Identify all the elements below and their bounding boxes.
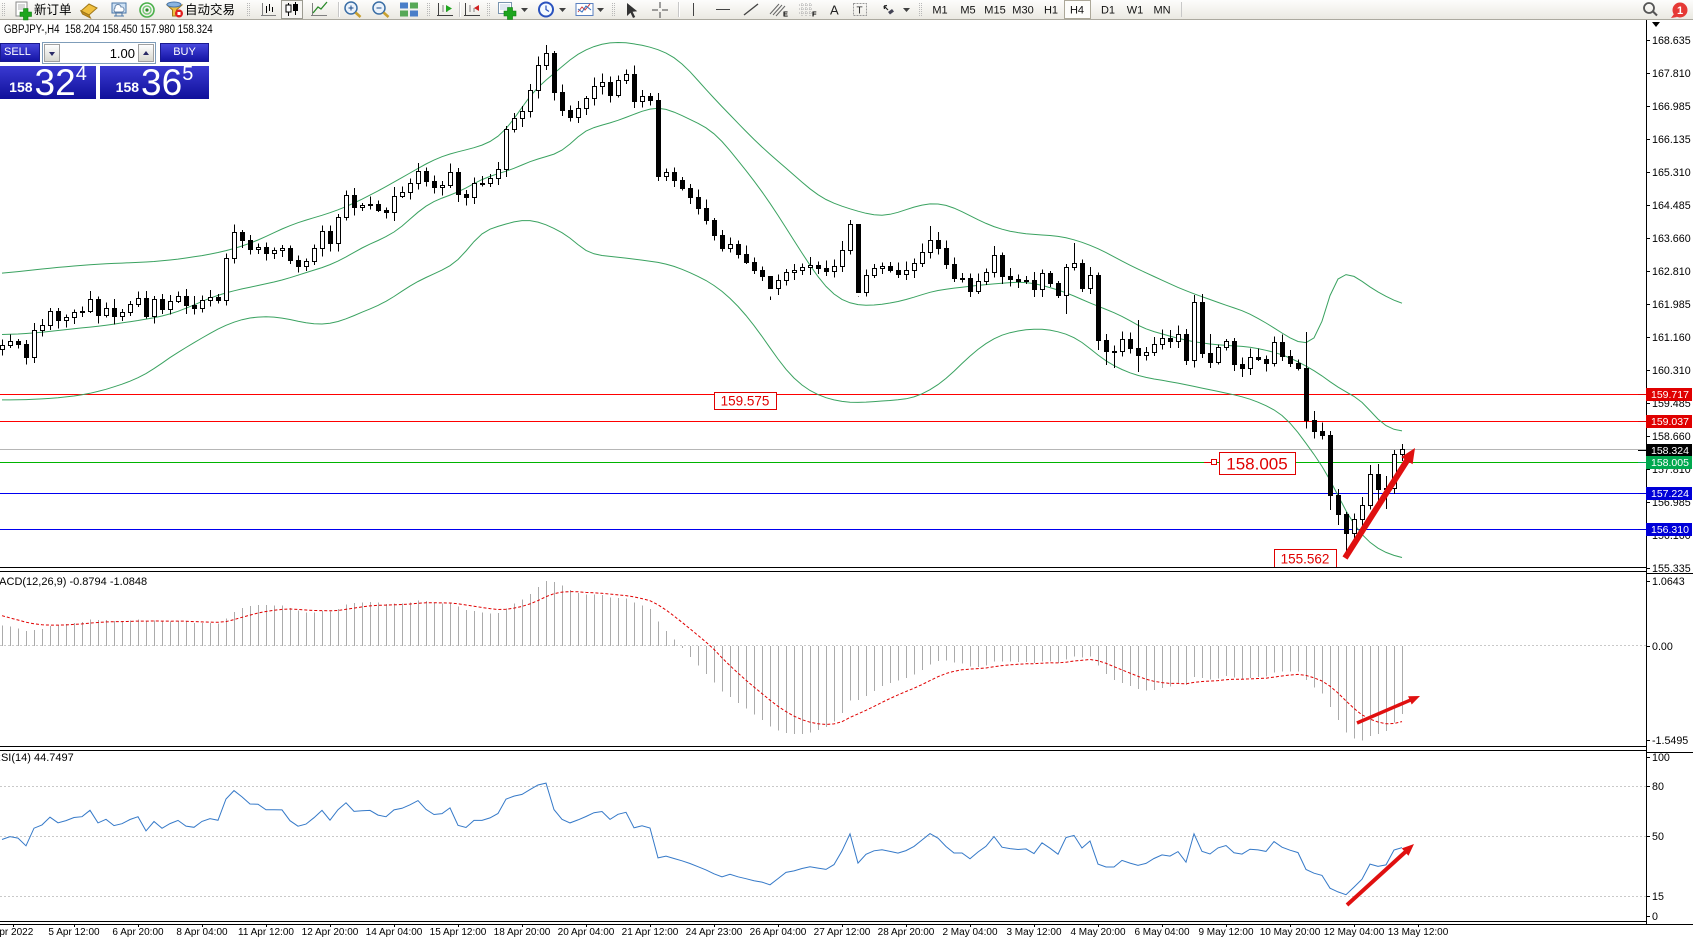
svg-text:6 Apr 20:00: 6 Apr 20:00 <box>112 927 164 938</box>
svg-text:8 Apr 04:00: 8 Apr 04:00 <box>176 927 228 938</box>
svg-text:M1: M1 <box>932 5 947 17</box>
svg-text:26 Apr 04:00: 26 Apr 04:00 <box>750 927 807 938</box>
svg-text:158.005: 158.005 <box>1226 455 1287 474</box>
svg-text:159.717: 159.717 <box>1651 389 1689 401</box>
svg-text:12 Apr 20:00: 12 Apr 20:00 <box>302 927 359 938</box>
svg-text:MN: MN <box>1153 5 1170 17</box>
svg-text:5 Apr 12:00: 5 Apr 12:00 <box>48 927 100 938</box>
svg-text:4 May 20:00: 4 May 20:00 <box>1070 927 1125 938</box>
svg-text:168.635: 168.635 <box>1652 35 1691 47</box>
svg-text:M15: M15 <box>984 5 1005 17</box>
svg-text:165.310: 165.310 <box>1652 167 1691 179</box>
svg-text:158.660: 158.660 <box>1652 431 1691 443</box>
svg-text:156.310: 156.310 <box>1651 524 1689 536</box>
svg-text:159.575: 159.575 <box>721 394 770 409</box>
svg-text:28 Apr 20:00: 28 Apr 20:00 <box>878 927 935 938</box>
svg-text:50: 50 <box>1652 831 1664 843</box>
svg-text:21 Apr 12:00: 21 Apr 12:00 <box>622 927 679 938</box>
svg-text:11 Apr 12:00: 11 Apr 12:00 <box>238 927 294 938</box>
svg-text:0: 0 <box>1652 911 1658 923</box>
svg-text:13 May 12:00: 13 May 12:00 <box>1388 927 1449 938</box>
svg-text:D1: D1 <box>1101 5 1115 17</box>
svg-text:158.005: 158.005 <box>1651 457 1689 469</box>
svg-text:14 Apr 04:00: 14 Apr 04:00 <box>366 927 423 938</box>
svg-text:M5: M5 <box>960 5 975 17</box>
svg-text:159.037: 159.037 <box>1651 416 1689 428</box>
svg-text:155.562: 155.562 <box>1281 552 1330 567</box>
svg-text:M30: M30 <box>1012 5 1033 17</box>
svg-text:9 May 12:00: 9 May 12:00 <box>1198 927 1253 938</box>
svg-text:160.310: 160.310 <box>1652 365 1691 377</box>
svg-text:MACD(12,26,9) -0.8794 -1.0848: MACD(12,26,9) -0.8794 -1.0848 <box>0 576 147 588</box>
svg-text:10 May 20:00: 10 May 20:00 <box>1260 927 1321 938</box>
svg-text:158.324: 158.324 <box>1651 445 1689 457</box>
svg-text:161.985: 161.985 <box>1652 299 1691 311</box>
svg-text:100: 100 <box>1652 752 1670 764</box>
svg-text:161.160: 161.160 <box>1652 332 1691 344</box>
svg-text:H4: H4 <box>1070 5 1084 17</box>
svg-text:1.0643: 1.0643 <box>1652 576 1685 588</box>
svg-text:6 May 04:00: 6 May 04:00 <box>1134 927 1189 938</box>
svg-text:新订单: 新订单 <box>34 2 72 17</box>
svg-text:Apr 2022: Apr 2022 <box>0 927 34 938</box>
svg-text:A: A <box>830 3 839 18</box>
svg-text:157.224: 157.224 <box>1651 488 1689 500</box>
svg-text:27 Apr 12:00: 27 Apr 12:00 <box>814 927 871 938</box>
svg-text:162.810: 162.810 <box>1652 266 1691 278</box>
svg-text:24 Apr 23:00: 24 Apr 23:00 <box>686 927 743 938</box>
svg-text:H1: H1 <box>1044 5 1058 17</box>
svg-text:12 May 04:00: 12 May 04:00 <box>1324 927 1385 938</box>
svg-text:0.00: 0.00 <box>1652 641 1673 653</box>
svg-text:3 May 12:00: 3 May 12:00 <box>1006 927 1061 938</box>
svg-text:T: T <box>857 6 863 17</box>
svg-text:155.335: 155.335 <box>1652 563 1691 575</box>
svg-text:自动交易: 自动交易 <box>185 2 235 17</box>
svg-text:W1: W1 <box>1127 5 1144 17</box>
svg-text:163.660: 163.660 <box>1652 233 1691 245</box>
svg-text:15: 15 <box>1652 891 1664 903</box>
svg-text:RSI(14) 44.7497: RSI(14) 44.7497 <box>0 752 74 764</box>
svg-text:20 Apr 04:00: 20 Apr 04:00 <box>558 927 615 938</box>
svg-text:F: F <box>812 10 817 19</box>
svg-text:-1.5495: -1.5495 <box>1652 735 1688 747</box>
svg-text:166.985: 166.985 <box>1652 101 1691 113</box>
svg-text:166.135: 166.135 <box>1652 134 1691 146</box>
svg-text:15 Apr 12:00: 15 Apr 12:00 <box>430 927 487 938</box>
svg-text:E: E <box>783 10 788 19</box>
svg-text:80: 80 <box>1652 781 1664 793</box>
svg-text:2 May 04:00: 2 May 04:00 <box>942 927 997 938</box>
svg-text:18 Apr 20:00: 18 Apr 20:00 <box>494 927 551 938</box>
svg-text:164.485: 164.485 <box>1652 200 1691 212</box>
svg-text:167.810: 167.810 <box>1652 68 1691 80</box>
svg-text:1: 1 <box>1677 5 1683 17</box>
